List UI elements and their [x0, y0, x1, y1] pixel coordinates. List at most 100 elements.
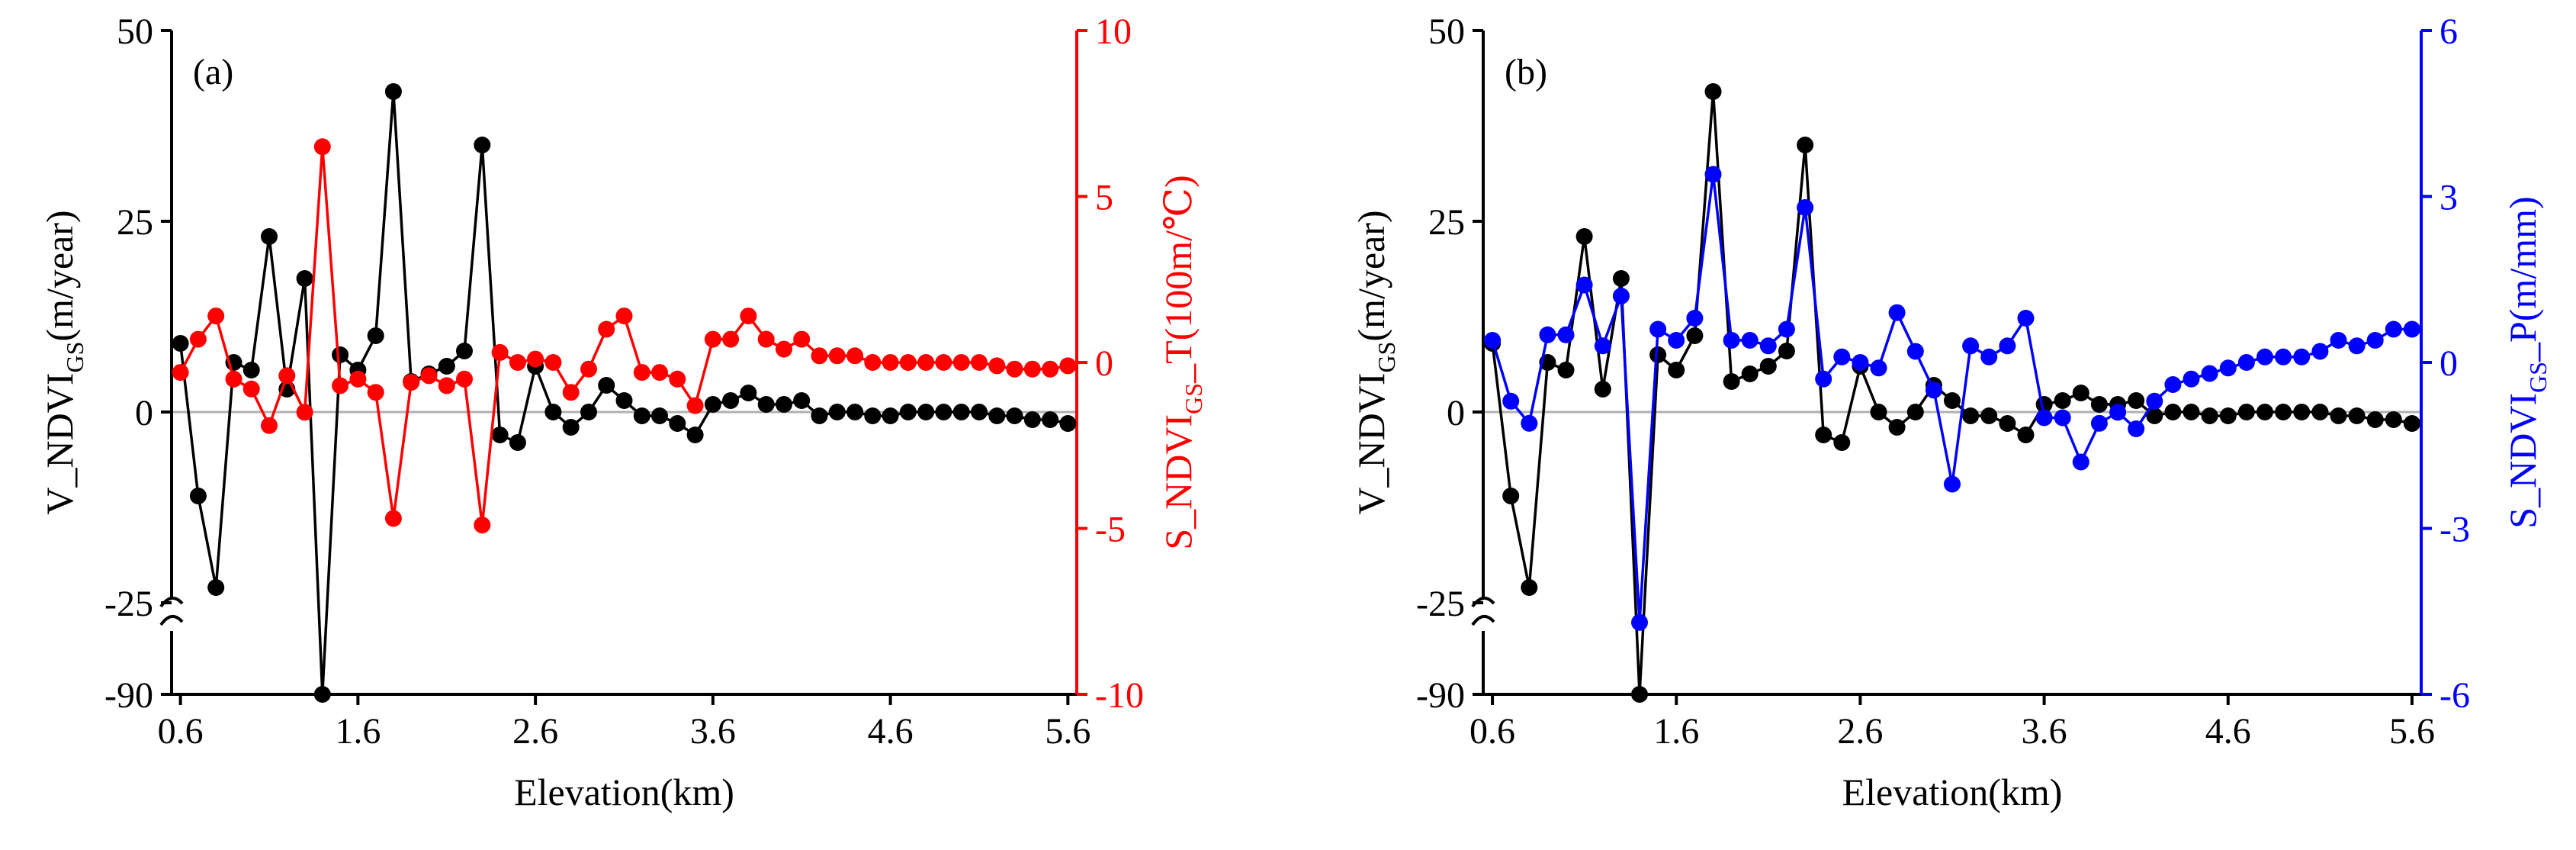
y-left-label-text: (m/year) [1350, 210, 1392, 341]
data-point-V_NDVI_GS [2330, 407, 2347, 424]
panel-label: (a) [193, 52, 233, 92]
x-tick-label: 2.6 [512, 711, 558, 752]
y-right-label-subscript: GS [1180, 383, 1207, 414]
data-point-S_NDVI_GS_T [598, 320, 615, 338]
data-point-S_NDVI_GS_T [971, 354, 988, 371]
data-point-S_NDVI_GS_P [2385, 320, 2402, 338]
data-point-S_NDVI_GS_P [1999, 337, 2016, 355]
y-left-tick-label: 25 [117, 202, 153, 243]
data-point-S_NDVI_GS_T [651, 364, 668, 382]
data-point-S_NDVI_GS_T [793, 330, 811, 348]
data-point-V_NDVI_GS [2201, 407, 2218, 424]
data-point-S_NDVI_GS_T [615, 307, 633, 325]
data-point-V_NDVI_GS [313, 686, 331, 703]
data-point-V_NDVI_GS [509, 434, 526, 451]
data-point-V_NDVI_GS [2128, 392, 2145, 409]
data-point-V_NDVI_GS [1521, 579, 1538, 596]
axis-break-mark [1471, 597, 1495, 608]
data-point-V_NDVI_GS [669, 415, 686, 432]
data-point-V_NDVI_GS [740, 385, 757, 401]
data-point-V_NDVI_GS [1944, 392, 1961, 409]
data-point-S_NDVI_GS_P [1870, 359, 1887, 377]
y-right-tick-label: 3 [2439, 178, 2458, 218]
data-point-S_NDVI_GS_T [580, 360, 597, 378]
axis-break-mark [159, 615, 184, 626]
axis-break-mark [1471, 615, 1495, 626]
data-point-S_NDVI_GS_P [1668, 332, 1685, 349]
data-point-V_NDVI_GS [243, 362, 260, 378]
data-point-S_NDVI_GS_P [1723, 332, 1740, 349]
data-point-V_NDVI_GS [207, 579, 225, 596]
data-point-V_NDVI_GS [615, 392, 633, 409]
data-point-V_NDVI_GS [172, 335, 189, 352]
data-point-S_NDVI_GS_P [1502, 392, 1520, 410]
data-point-V_NDVI_GS [1797, 137, 1814, 153]
data-point-S_NDVI_GS_T [438, 377, 455, 394]
data-point-S_NDVI_GS_T [828, 347, 846, 365]
data-point-S_NDVI_GS_P [1778, 320, 1795, 338]
data-point-S_NDVI_GS_T [740, 307, 757, 325]
data-point-V_NDVI_GS [1723, 373, 1740, 390]
x-tick-label: 2.6 [1837, 711, 1883, 752]
data-point-V_NDVI_GS [846, 404, 864, 420]
data-point-S_NDVI_GS_P [1521, 414, 1538, 432]
data-point-V_NDVI_GS [757, 396, 775, 413]
data-point-S_NDVI_GS_T [491, 343, 509, 361]
data-point-V_NDVI_GS [1815, 427, 1832, 443]
data-point-V_NDVI_GS [633, 407, 650, 424]
data-point-V_NDVI_GS [2054, 392, 2071, 409]
y-right-label-text: _P(m/mm) [2501, 196, 2544, 362]
y-right-tick-label: 5 [1095, 178, 1113, 218]
y-left-tick-label: -25 [104, 584, 153, 624]
data-point-V_NDVI_GS [704, 396, 721, 413]
data-point-S_NDVI_GS_P [1484, 332, 1502, 349]
data-point-V_NDVI_GS [1741, 365, 1759, 382]
data-point-V_NDVI_GS [1023, 411, 1041, 428]
data-point-S_NDVI_GS_T [988, 357, 1006, 375]
data-point-S_NDVI_GS_P [2146, 392, 2163, 410]
panel-label: (b) [1505, 52, 1547, 92]
data-point-V_NDVI_GS [1575, 228, 1593, 245]
data-point-V_NDVI_GS [722, 392, 740, 409]
data-point-S_NDVI_GS_T [313, 138, 331, 156]
data-point-S_NDVI_GS_P [1539, 326, 1556, 343]
data-point-S_NDVI_GS_T [456, 370, 473, 388]
data-point-S_NDVI_GS_T [1059, 357, 1077, 375]
data-point-V_NDVI_GS [2385, 411, 2402, 428]
data-point-V_NDVI_GS [882, 407, 899, 424]
data-point-S_NDVI_GS_T [704, 330, 721, 348]
y-right-tick-label: 10 [1095, 11, 1132, 52]
y-left-tick-label: 0 [135, 393, 153, 433]
y-right-axis-label: S_NDVIGS_T(100m/℃) [1157, 175, 1207, 549]
data-point-V_NDVI_GS [384, 83, 402, 100]
data-point-V_NDVI_GS [2348, 407, 2366, 424]
data-point-V_NDVI_GS [2237, 404, 2255, 420]
data-point-V_NDVI_GS [474, 137, 491, 153]
data-point-V_NDVI_GS [1686, 327, 1704, 344]
data-point-S_NDVI_GS_P [1704, 166, 1722, 183]
y-left-tick-label: 50 [117, 11, 153, 52]
data-point-S_NDVI_GS_P [2275, 348, 2292, 365]
data-point-V_NDVI_GS [686, 427, 704, 443]
data-point-S_NDVI_GS_P [1612, 288, 1630, 304]
axis-break-mark [159, 597, 184, 608]
data-point-S_NDVI_GS_P [1797, 199, 1814, 216]
data-point-S_NDVI_GS_T [686, 397, 704, 414]
data-point-S_NDVI_GS_T [776, 340, 792, 358]
data-point-S_NDVI_GS_P [1906, 343, 1924, 360]
data-point-S_NDVI_GS_P [2054, 409, 2071, 427]
x-tick-label: 3.6 [690, 711, 736, 752]
x-tick-label: 4.6 [2205, 711, 2251, 752]
x-tick-label: 1.6 [335, 711, 381, 752]
data-point-S_NDVI_GS_T [633, 364, 650, 382]
data-point-S_NDVI_GS_T [172, 364, 189, 382]
data-point-S_NDVI_GS_P [2072, 453, 2089, 471]
data-point-S_NDVI_GS_T [420, 367, 438, 385]
data-point-S_NDVI_GS_T [384, 510, 402, 527]
data-point-S_NDVI_GS_P [1852, 354, 1869, 371]
data-point-S_NDVI_GS_P [2090, 414, 2108, 432]
data-point-V_NDVI_GS [2164, 404, 2182, 420]
data-point-V_NDVI_GS [580, 404, 597, 420]
data-point-S_NDVI_GS_T [811, 347, 828, 365]
data-point-S_NDVI_GS_P [2237, 354, 2255, 371]
